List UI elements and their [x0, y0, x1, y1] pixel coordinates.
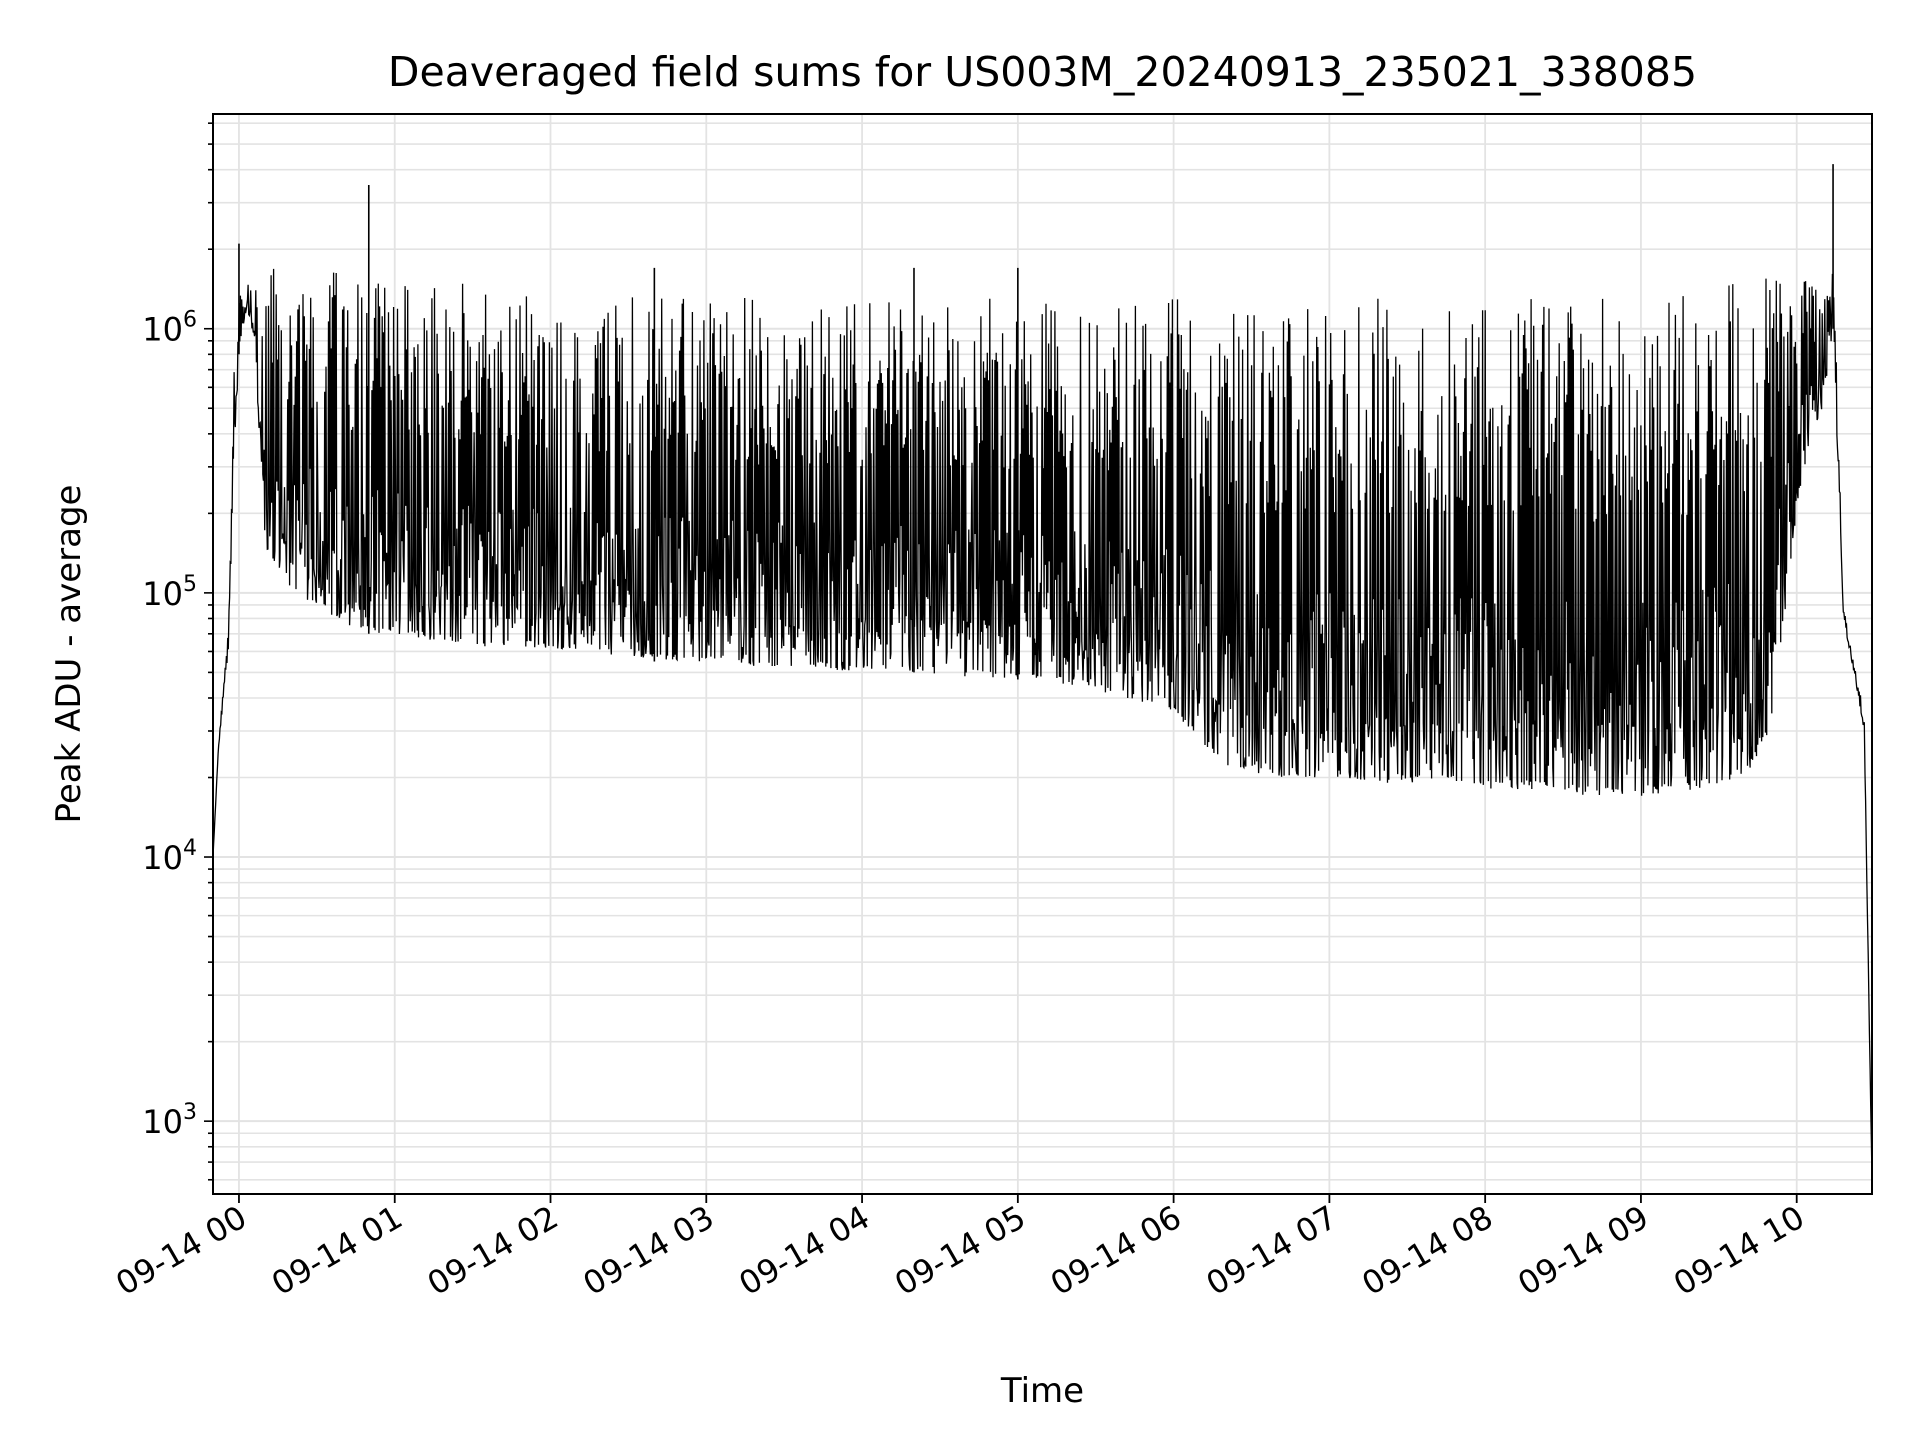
chart-title: Deaveraged field sums for US003M_2024091… [388, 48, 1697, 96]
x-axis-label: Time [1000, 1371, 1084, 1411]
series-path [212, 268, 1873, 1180]
y-tick-label: 103 [142, 1100, 197, 1141]
y-tick-label: 106 [142, 308, 197, 349]
series-line [212, 164, 1873, 1180]
y-axis-label: Peak ADU - average [49, 485, 89, 824]
y-tick-label: 104 [142, 836, 197, 877]
plot-frame [212, 113, 1873, 1195]
y-tick-label: 105 [142, 572, 197, 613]
